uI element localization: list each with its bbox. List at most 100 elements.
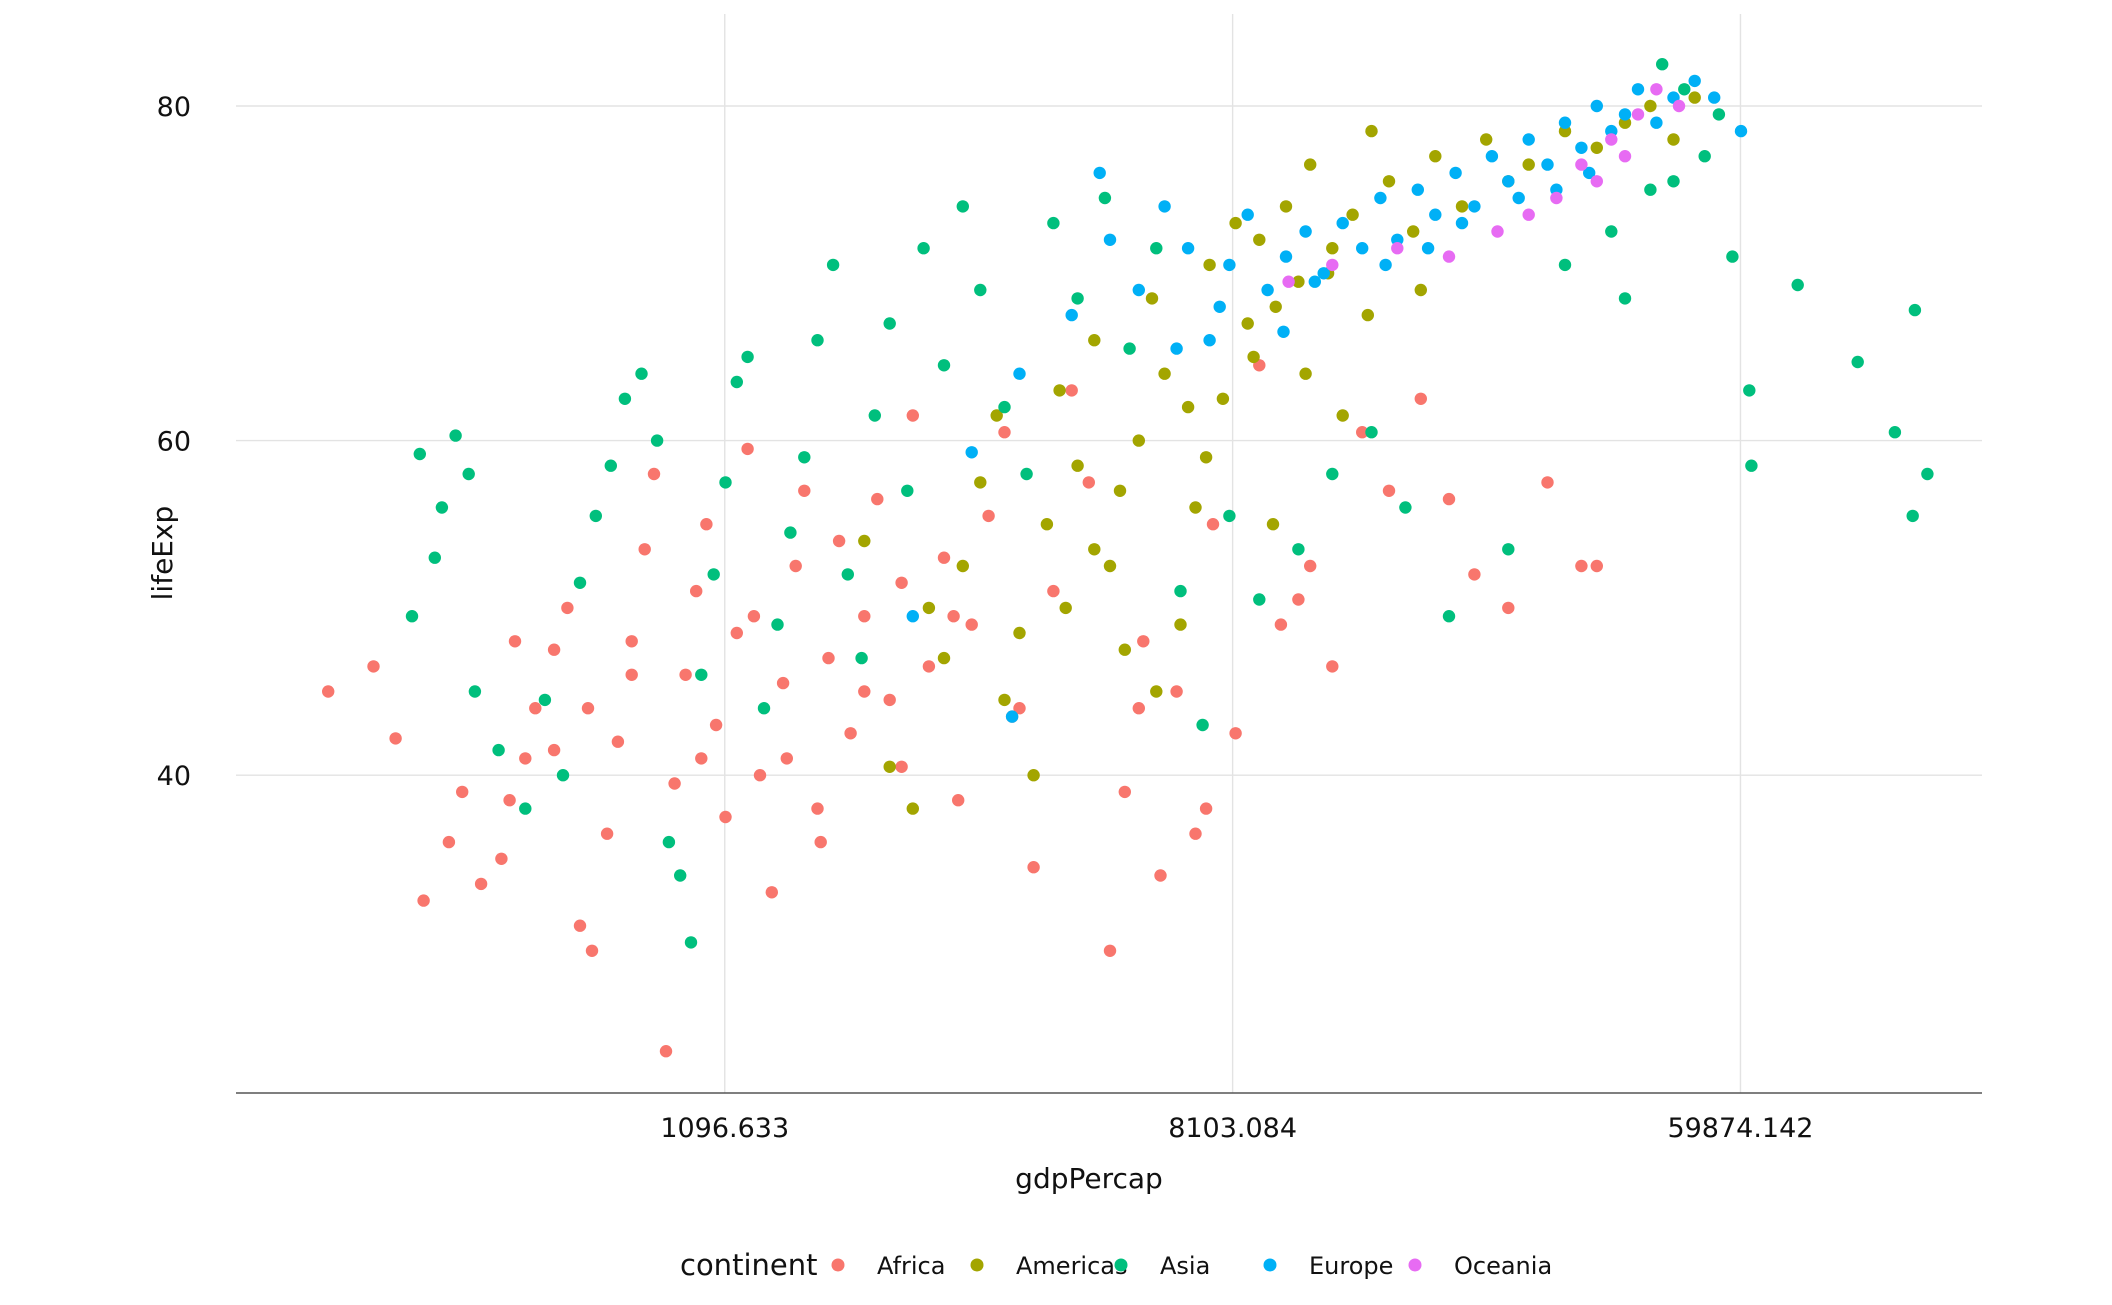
data-point — [650, 434, 664, 447]
data-point — [1745, 459, 1758, 472]
data-point — [858, 610, 871, 623]
data-point — [674, 869, 687, 882]
data-point — [1382, 175, 1396, 188]
data-point — [1374, 191, 1387, 205]
data-point — [1550, 191, 1563, 205]
data-point — [389, 732, 402, 745]
data-point — [1103, 233, 1117, 246]
legend: continent Africa Americas Asia Europe Oceani… — [680, 1248, 1552, 1282]
data-point — [1253, 233, 1266, 246]
data-point — [1241, 208, 1254, 221]
data-point — [906, 802, 919, 815]
data-point — [811, 334, 824, 347]
data-point — [462, 467, 475, 481]
data-point — [1631, 108, 1645, 121]
data-point — [647, 467, 661, 481]
data-point — [906, 610, 919, 623]
data-point — [468, 685, 482, 698]
data-point — [937, 359, 951, 372]
data-point — [1590, 559, 1604, 573]
data-point — [684, 936, 698, 949]
data-point — [1575, 158, 1588, 171]
data-point — [1269, 300, 1282, 313]
series-americas — [858, 91, 1701, 815]
data-point — [1020, 467, 1033, 481]
data-point — [1098, 191, 1112, 205]
data-point — [1678, 83, 1691, 96]
series-africa — [322, 359, 1604, 1058]
data-point — [611, 735, 625, 748]
data-point — [844, 727, 857, 740]
data-point — [841, 568, 854, 581]
data-point — [826, 258, 840, 272]
data-point — [519, 802, 532, 815]
data-point — [1216, 392, 1230, 405]
data-point — [1229, 727, 1242, 740]
x-tick-label: 59874.142 — [1667, 1113, 1813, 1144]
data-point — [1223, 258, 1236, 272]
x-axis-title: gdpPercap — [1015, 1162, 1163, 1195]
data-point — [922, 660, 936, 673]
data-point — [700, 518, 713, 531]
data-point — [741, 442, 754, 456]
data-point — [1047, 216, 1060, 230]
data-point — [435, 501, 449, 514]
data-point — [998, 693, 1011, 707]
data-point — [1174, 618, 1187, 631]
data-point — [659, 1045, 673, 1058]
data-point — [1326, 660, 1339, 673]
data-point — [690, 584, 703, 598]
data-point — [1292, 593, 1305, 606]
data-point — [1688, 91, 1701, 104]
data-point — [1170, 342, 1183, 355]
data-point — [998, 400, 1011, 414]
data-point — [798, 451, 811, 464]
data-point — [1414, 392, 1428, 405]
data-point — [1059, 601, 1072, 615]
data-point — [965, 618, 978, 631]
data-point — [1667, 133, 1680, 146]
data-point — [1266, 518, 1280, 531]
data-point — [618, 392, 632, 405]
data-point — [1541, 476, 1554, 489]
y-tick-label: 40 — [157, 761, 191, 792]
legend-key-europe — [1263, 1258, 1277, 1272]
data-point — [1005, 710, 1019, 723]
data-point — [822, 651, 835, 665]
data-point — [1382, 484, 1396, 497]
data-point — [1274, 618, 1288, 631]
data-point — [1618, 108, 1632, 121]
data-point — [1229, 216, 1242, 230]
data-point — [495, 852, 508, 865]
y-tick-label: 60 — [157, 427, 191, 458]
data-point — [456, 785, 469, 799]
data-point — [1261, 283, 1274, 297]
data-point — [757, 702, 771, 715]
data-point — [581, 702, 595, 715]
data-point — [1308, 275, 1322, 288]
data-point — [428, 551, 441, 564]
data-point — [1336, 216, 1349, 230]
data-point — [1088, 334, 1101, 347]
data-point — [638, 543, 651, 556]
data-point — [1921, 467, 1934, 481]
data-point — [679, 668, 692, 681]
data-point — [982, 509, 995, 523]
data-point — [1299, 225, 1312, 238]
data-point — [1468, 568, 1481, 581]
data-point — [998, 426, 1011, 439]
legend-label-oceania: Oceania — [1454, 1252, 1552, 1280]
data-point — [1644, 99, 1657, 113]
data-point — [1199, 802, 1213, 815]
data-point — [1442, 492, 1456, 506]
data-point — [1158, 367, 1171, 380]
data-point — [1667, 175, 1680, 188]
legend-key-asia — [1114, 1258, 1128, 1272]
data-point — [1103, 559, 1117, 573]
data-point — [573, 576, 587, 589]
data-point — [1065, 384, 1078, 397]
data-point — [858, 685, 871, 698]
data-point — [922, 601, 936, 615]
data-point — [1247, 350, 1260, 364]
data-point — [1241, 317, 1254, 330]
